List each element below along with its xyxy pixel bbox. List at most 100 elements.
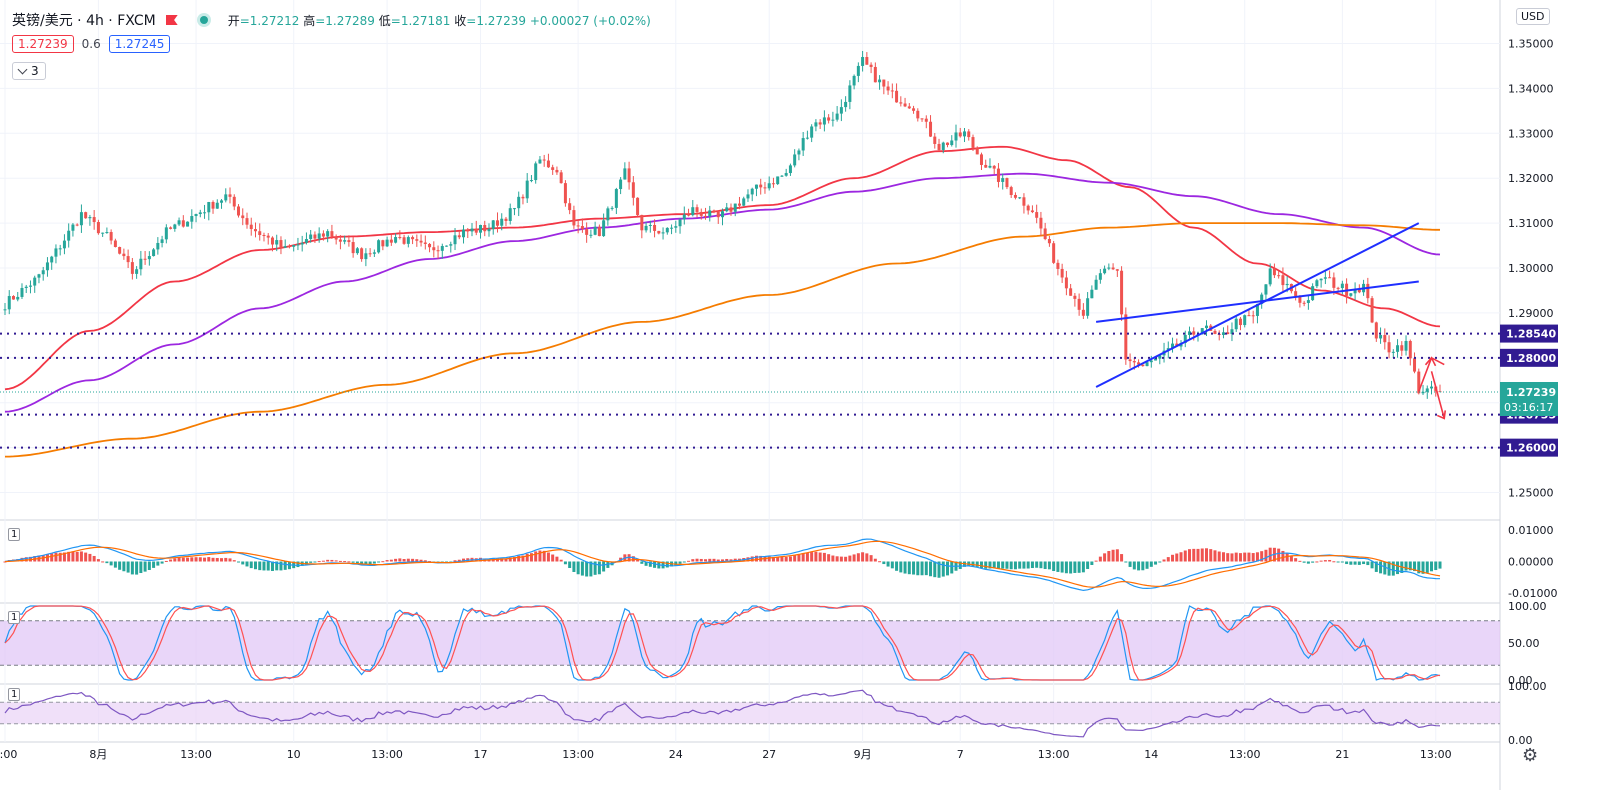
- candle-body: [890, 90, 894, 92]
- price-tick-label: 1.29000: [1508, 307, 1554, 320]
- candle-body: [737, 203, 741, 206]
- candle-body: [1035, 212, 1039, 218]
- candle-body: [903, 103, 907, 107]
- macd-histogram-bar: [462, 558, 466, 562]
- macd-histogram-bar: [130, 561, 134, 575]
- candle-body: [1137, 362, 1141, 365]
- macd-histogram-bar: [988, 561, 992, 569]
- candle-body: [292, 245, 296, 247]
- candle-body: [1272, 268, 1276, 276]
- candle-body: [1056, 262, 1060, 269]
- macd-histogram-bar: [1183, 550, 1187, 562]
- macd-histogram-bar: [143, 561, 147, 572]
- macd-histogram-bar: [1383, 561, 1387, 575]
- candle-body: [886, 86, 890, 91]
- macd-histogram-bar: [338, 560, 342, 562]
- candle-body: [1064, 277, 1068, 289]
- candle-body: [924, 118, 928, 122]
- macd-histogram-bar: [627, 554, 631, 562]
- stoch-pane-tag[interactable]: 1: [8, 611, 21, 624]
- flag-icon[interactable]: [165, 15, 178, 25]
- macd-histogram-bar: [253, 561, 257, 570]
- candle-body: [529, 180, 533, 182]
- macd-histogram-bar: [1391, 561, 1395, 576]
- macd-histogram-bar: [50, 553, 54, 562]
- candle-body: [377, 240, 381, 253]
- macd-histogram-bar: [228, 558, 232, 562]
- candle-body: [249, 224, 253, 230]
- macd-histogram-bar: [1179, 552, 1183, 562]
- candle-body: [313, 234, 317, 239]
- time-tick-label: 10: [287, 748, 301, 761]
- candle-body: [37, 274, 41, 278]
- macd-histogram-bar: [1005, 561, 1009, 569]
- level-label: 1.28000: [1506, 352, 1556, 365]
- macd-histogram-bar: [194, 557, 198, 562]
- macd-histogram-bar: [831, 555, 835, 562]
- candle-body: [1141, 364, 1145, 367]
- symbol-title[interactable]: 英镑/美元 · 4h · FXCM: [12, 13, 156, 29]
- candle-body: [585, 229, 589, 235]
- candle-body: [962, 131, 966, 137]
- currency-button[interactable]: USD: [1516, 8, 1550, 25]
- macd-histogram-bar: [1064, 561, 1068, 574]
- candle-body: [1430, 386, 1434, 389]
- macd-histogram-bar: [797, 554, 801, 562]
- candle-body: [1052, 243, 1056, 263]
- indicators-toggle[interactable]: 3: [12, 62, 46, 80]
- time-tick-label: 7: [957, 748, 964, 761]
- moving-average-line: [5, 222, 1440, 458]
- macd-histogram-bar: [602, 561, 606, 572]
- candle-body: [1043, 228, 1047, 240]
- macd-histogram-bar: [453, 560, 457, 562]
- candle-body: [950, 140, 954, 146]
- candle-body: [462, 229, 466, 238]
- macd-histogram-bar: [75, 551, 79, 562]
- candle-body: [729, 207, 733, 212]
- macd-histogram-bar: [355, 561, 359, 564]
- candle-body: [1073, 295, 1077, 299]
- macd-histogram-bar: [780, 556, 784, 562]
- candle-body: [551, 167, 555, 170]
- candle-body: [440, 246, 444, 251]
- macd-histogram-bar: [347, 561, 351, 563]
- gear-icon[interactable]: ⚙: [1522, 745, 1539, 766]
- candle-body: [118, 247, 122, 254]
- rsi-pane-tag[interactable]: 1: [8, 688, 21, 701]
- macd-histogram-bar: [88, 553, 92, 562]
- macd-histogram-bar: [317, 561, 321, 563]
- macd-histogram-bar: [1060, 561, 1064, 573]
- candle-body: [334, 236, 338, 240]
- candle-body: [1251, 315, 1255, 317]
- macd-histogram-bar: [979, 561, 983, 569]
- macd-histogram-bar: [237, 561, 241, 563]
- candle-body: [156, 242, 160, 250]
- candle-body: [62, 240, 66, 249]
- macd-histogram-bar: [1311, 561, 1315, 563]
- macd-histogram-bar: [1374, 561, 1378, 572]
- bar-countdown: 03:16:17: [1504, 401, 1553, 414]
- candle-body: [1421, 391, 1425, 394]
- level-label-bg: [1500, 438, 1558, 457]
- candle-body: [1349, 293, 1353, 296]
- candle-body: [419, 240, 423, 243]
- macd-histogram-bar: [406, 558, 410, 562]
- candle-body: [648, 224, 652, 226]
- macd-histogram-bar: [67, 551, 71, 562]
- macd-pane-tag[interactable]: 1: [8, 528, 21, 541]
- buy-price-button[interactable]: 1.27245: [108, 35, 171, 53]
- macd-histogram-bar: [1289, 555, 1293, 562]
- macd-histogram-bar: [1209, 549, 1213, 562]
- macd-histogram-bar: [589, 561, 593, 577]
- macd-histogram-bar: [1379, 561, 1383, 574]
- macd-histogram-bar: [364, 561, 368, 565]
- candle-body: [861, 57, 865, 66]
- sell-price-button[interactable]: 1.27239: [12, 35, 74, 53]
- candle-body: [916, 110, 920, 119]
- candle-body: [1047, 239, 1051, 244]
- candle-body: [368, 253, 372, 255]
- candle-body: [521, 196, 525, 199]
- candle-body: [474, 228, 478, 233]
- macd-histogram-bar: [912, 561, 916, 575]
